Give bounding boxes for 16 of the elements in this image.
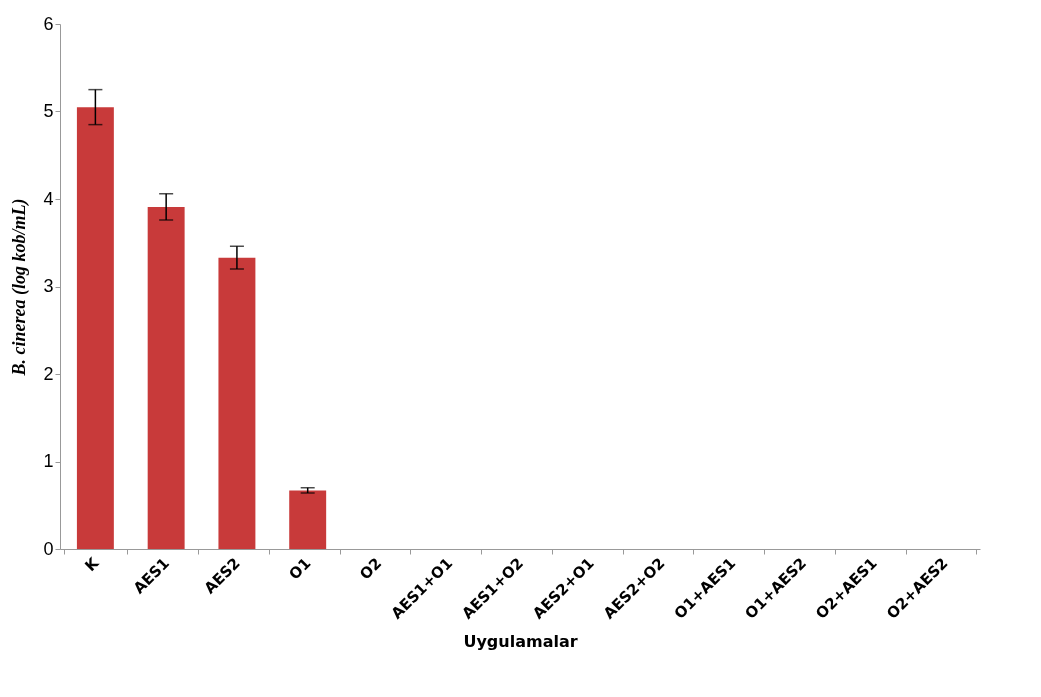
x-axis-title: Uygulamalar [463, 631, 578, 651]
bar [218, 257, 256, 549]
y-tick-label: 1 [43, 451, 54, 471]
y-tick-label: 5 [43, 101, 54, 121]
bar [147, 206, 185, 549]
y-tick-label: 3 [43, 276, 54, 296]
y-axis-title: B. cinerea (log kob/mL) [9, 198, 31, 377]
y-tick-label: 2 [43, 363, 54, 384]
x-tick-label: O1 [285, 554, 315, 584]
x-tick-label: K [81, 553, 104, 576]
x-tick-label: O2 [356, 554, 386, 584]
y-tick-label: 6 [43, 13, 54, 34]
y-tick-label: 4 [43, 188, 54, 209]
bar [289, 490, 327, 549]
bar [76, 107, 114, 549]
y-tick-label: 0 [43, 538, 54, 559]
